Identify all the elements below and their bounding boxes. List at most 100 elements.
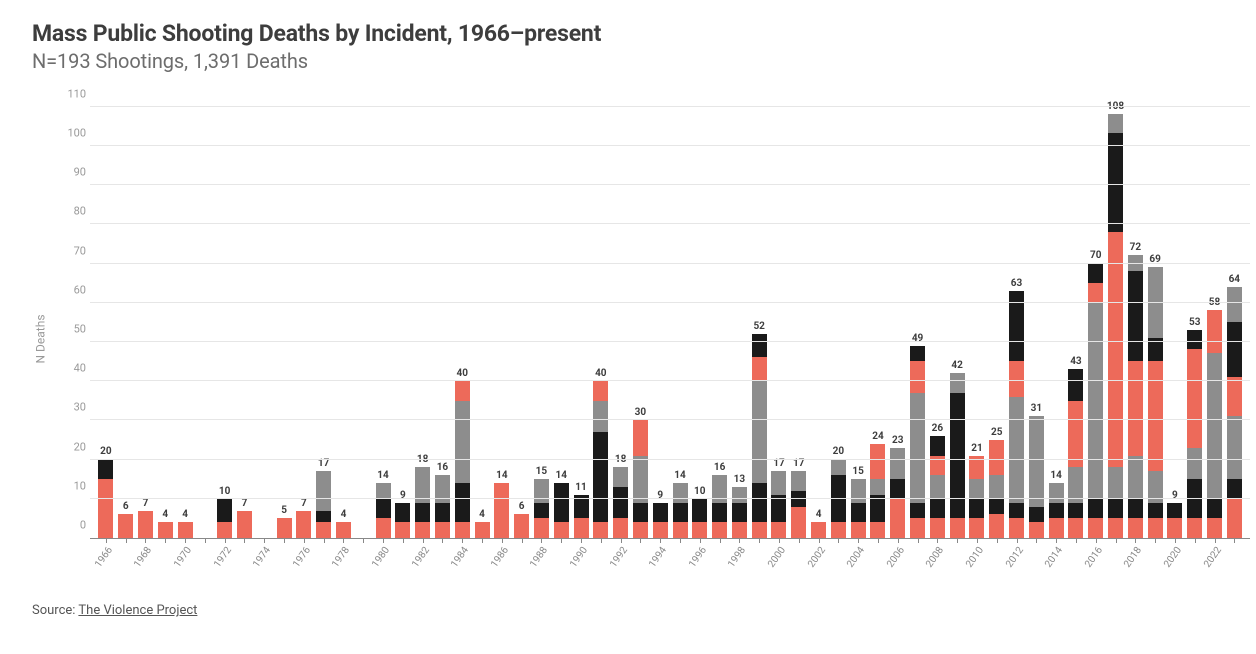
bar-segment <box>851 479 866 503</box>
x-tick: 1976 <box>295 541 313 589</box>
bar-segment <box>752 357 767 381</box>
bar-segment <box>1049 518 1064 538</box>
bar-year-1971 <box>196 99 214 538</box>
x-tick <box>552 541 570 589</box>
y-tick: 20 <box>62 440 86 453</box>
bar-segment <box>752 381 767 483</box>
bar-segment <box>673 503 688 523</box>
bar-year-1993: 30 <box>632 99 650 538</box>
y-tick: 30 <box>62 401 86 414</box>
x-tick: 1966 <box>97 541 115 589</box>
x-tick: 1968 <box>137 541 155 589</box>
bar-segment <box>1049 483 1064 503</box>
bar-year-1988: 15 <box>533 99 551 538</box>
bar-segment <box>534 518 549 538</box>
bar-year-1992: 18 <box>612 99 630 538</box>
y-axis-label: N Deaths <box>34 314 48 363</box>
bar-total-label: 4 <box>182 509 188 520</box>
x-tick-label: 1988 <box>529 545 551 570</box>
bar-segment <box>613 487 628 518</box>
bar-year-2010: 21 <box>968 99 986 538</box>
y-tick: 110 <box>62 87 86 100</box>
bar-segment <box>1128 456 1143 499</box>
bar-segment <box>831 459 846 475</box>
x-tick <box>354 541 372 589</box>
bar-total-label: 17 <box>793 458 804 469</box>
chart-subtitle: N=193 Shootings, 1,391 Deaths <box>32 49 1224 73</box>
bar-total-label: 4 <box>341 509 347 520</box>
bar-year-1982: 18 <box>414 99 432 538</box>
bar-segment <box>752 522 767 538</box>
bar-year-1977: 17 <box>315 99 333 538</box>
bar-segment <box>435 503 450 523</box>
bar-segment <box>712 503 727 523</box>
bar-total-label: 64 <box>1229 274 1240 285</box>
bar-year-2020: 9 <box>1166 99 1184 538</box>
bar-total-label: 52 <box>753 321 764 332</box>
x-tick: 1970 <box>176 541 194 589</box>
bar-year-2003: 20 <box>829 99 847 538</box>
bar-segment <box>395 522 410 538</box>
bar-segment <box>158 522 173 538</box>
x-tick <box>988 541 1006 589</box>
bar-total-label: 14 <box>1050 470 1061 481</box>
bar-segment <box>1009 361 1024 396</box>
bar-year-2021: 53 <box>1186 99 1204 538</box>
bar-segment <box>593 522 608 538</box>
source-link[interactable]: The Violence Project <box>78 603 197 618</box>
gridline <box>90 106 1250 107</box>
bar-segment <box>494 483 509 538</box>
bar-segment <box>791 507 806 538</box>
bar-segment <box>930 475 945 499</box>
bar-total-label: 14 <box>674 470 685 481</box>
x-tick: 2020 <box>1166 541 1184 589</box>
bar-segment <box>1148 518 1163 538</box>
bar-total-label: 15 <box>852 466 863 477</box>
bar-segment <box>376 483 391 499</box>
x-tick-label: 2022 <box>1202 545 1224 570</box>
bar-total-label: 4 <box>162 509 168 520</box>
bar-total-label: 17 <box>773 458 784 469</box>
x-tick <box>948 541 966 589</box>
bar-segment <box>673 522 688 538</box>
x-tick-label: 1990 <box>568 545 590 570</box>
y-tick: 90 <box>62 166 86 179</box>
bar-segment <box>1068 369 1083 400</box>
bar-segment <box>771 522 786 538</box>
y-tick: 100 <box>62 127 86 140</box>
bar-total-label: 23 <box>892 435 903 446</box>
bar-segment <box>930 518 945 538</box>
x-tick <box>473 541 491 589</box>
chart-container: N Deaths 2067441075717414918164041461514… <box>60 89 1250 589</box>
bar-segment <box>1148 503 1163 519</box>
bar-segment <box>237 511 252 539</box>
x-tick-label: 2018 <box>1122 545 1144 570</box>
bar-segment <box>455 522 470 538</box>
bar-segment <box>1009 503 1024 519</box>
x-tick <box>156 541 174 589</box>
bar-segment <box>534 479 549 503</box>
bar-segment <box>534 503 549 519</box>
x-tick: 1984 <box>453 541 471 589</box>
x-tick <box>632 541 650 589</box>
bar-year-1997: 16 <box>711 99 729 538</box>
bar-segment <box>989 514 1004 538</box>
bar-segment <box>98 459 113 479</box>
x-tick: 1972 <box>216 541 234 589</box>
bar-total-label: 9 <box>657 490 663 501</box>
x-tick: 2002 <box>810 541 828 589</box>
bar-segment <box>316 522 331 538</box>
bar-segment <box>1088 499 1103 519</box>
bar-segment <box>514 514 529 538</box>
bar-year-1970: 4 <box>176 99 194 538</box>
bar-total-label: 40 <box>456 368 467 379</box>
bar-segment <box>950 373 965 393</box>
bar-year-1976: 7 <box>295 99 313 538</box>
bar-segment <box>653 522 668 538</box>
x-tick-label: 1974 <box>251 545 273 570</box>
bar-segment <box>890 499 905 538</box>
bar-total-label: 63 <box>1011 278 1022 289</box>
bar-total-label: 20 <box>100 446 111 457</box>
x-tick: 1998 <box>731 541 749 589</box>
gridline <box>90 223 1250 224</box>
